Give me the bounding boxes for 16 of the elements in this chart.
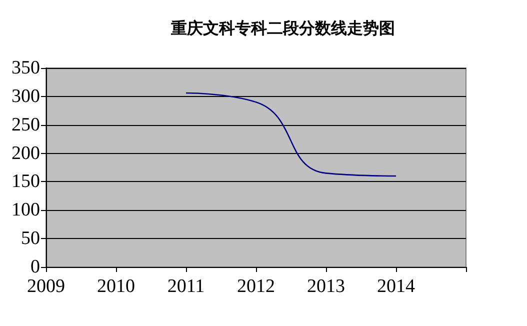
x-tick-label: 2010 [97, 276, 135, 297]
x-tick-label: 2009 [27, 276, 65, 297]
chart-title: 重庆文科专科二段分数线走势图 [170, 20, 395, 38]
y-tick-label: 0 [30, 256, 40, 278]
y-tick-label: 100 [12, 200, 40, 221]
y-tick-label: 350 [12, 58, 40, 78]
y-tick-label: 150 [12, 171, 40, 192]
y-tick-label: 250 [12, 114, 40, 136]
x-tick-label: 2012 [237, 276, 275, 297]
x-tick-label: 2011 [167, 276, 205, 297]
x-tick-label: 2014 [377, 276, 416, 297]
line-series [185, 92, 397, 177]
x-tick-label: 2013 [307, 276, 345, 297]
y-tick-label: 50 [21, 228, 40, 250]
y-tick-label: 200 [12, 142, 40, 164]
y-tick-label: 300 [12, 86, 40, 107]
